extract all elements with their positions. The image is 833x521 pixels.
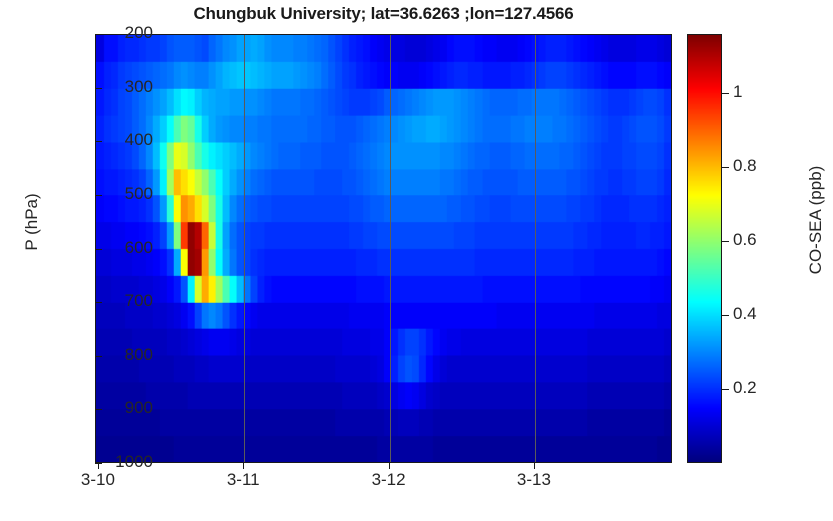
x-tick-label: 3-13 <box>516 470 551 489</box>
colorbar-tick-label: 0.4 <box>733 304 757 324</box>
x-tick-mark <box>97 463 99 469</box>
y-axis-label: P (hPa) <box>22 193 41 251</box>
heatmap-axes <box>95 34 672 463</box>
colorbar-tick-label: 1 <box>733 82 743 102</box>
y-tick-mark <box>95 141 102 143</box>
y-tick-mark <box>95 409 102 411</box>
colorbar-gradient <box>688 35 721 462</box>
x-tick-label: 3-12 <box>371 470 406 489</box>
x-tick-mark <box>388 463 390 469</box>
colorbar-tick-label: 0.6 <box>733 230 757 250</box>
x-tick-label: 3-11 <box>226 470 260 489</box>
colorbar-tick-label: 0.2 <box>733 378 757 398</box>
colorbar-tick-mark <box>722 93 729 95</box>
y-tick-label: 700 <box>124 291 153 311</box>
y-tick-mark <box>95 194 102 196</box>
colorbar-tick-label: 0.8 <box>733 156 757 176</box>
y-tick-mark <box>95 302 102 304</box>
colorbar <box>687 34 722 463</box>
colorbar-tick-mark <box>722 241 729 243</box>
y-tick-mark <box>95 87 102 89</box>
heatmap-canvas <box>96 35 671 462</box>
colorbar-tick-mark <box>722 167 729 169</box>
y-tick-label: 200 <box>124 23 153 42</box>
y-tick-label: 400 <box>124 130 153 150</box>
colorbar-tick-mark <box>722 389 729 391</box>
y-tick-label: 600 <box>124 237 153 257</box>
y-tick-label: 900 <box>124 398 153 418</box>
y-tick-mark <box>95 355 102 357</box>
x-tick-label: 3-10 <box>80 470 115 489</box>
y-tick-label: 300 <box>124 76 153 96</box>
y-tick-label: 1000 <box>115 452 153 471</box>
colorbar-label: CO-SEA (ppb) <box>806 165 825 275</box>
y-tick-label: 500 <box>124 183 153 203</box>
page-title: Chungbuk University; lat=36.6263 ;lon=12… <box>193 4 574 23</box>
y-tick-label: 800 <box>124 344 153 364</box>
y-tick-mark <box>95 248 102 250</box>
x-tick-mark <box>243 463 245 469</box>
x-tick-mark <box>533 463 535 469</box>
colorbar-tick-mark <box>722 315 729 317</box>
